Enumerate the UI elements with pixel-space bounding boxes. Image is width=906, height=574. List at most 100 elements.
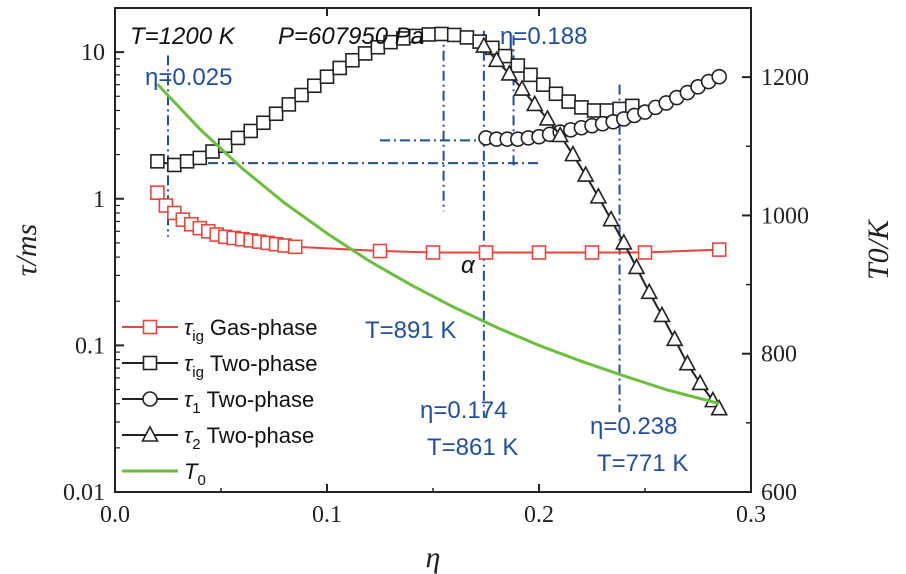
data-point [281, 97, 297, 112]
data-point [478, 245, 494, 260]
data-point [487, 50, 506, 68]
y-right-axis-title: T0/K [862, 218, 895, 280]
data-point [710, 398, 729, 416]
x-tick-label: 0.0 [100, 502, 130, 528]
legend-item: τig Two-phase [122, 351, 318, 381]
y-left-axis-title: τ/ms [10, 224, 43, 276]
data-point [678, 354, 697, 371]
series-0 [150, 185, 727, 260]
data-point [150, 154, 165, 169]
data-point [535, 77, 551, 92]
annotation-temp-771: T=771 K [597, 450, 688, 477]
data-point [561, 94, 576, 109]
data-point [332, 60, 348, 76]
annotation-eta-0238: η=0.238 [590, 413, 677, 440]
data-point [711, 68, 728, 85]
data-point [421, 27, 437, 42]
data-point [691, 373, 709, 391]
legend-label: τ1 Two-phase [184, 387, 314, 417]
data-point [150, 185, 165, 200]
y-right-tick-label: 1000 [761, 203, 809, 229]
y-right-tick-label: 800 [761, 342, 797, 368]
data-point [446, 27, 462, 43]
series-2 [478, 68, 728, 147]
data-point [602, 209, 620, 227]
data-point [551, 125, 570, 143]
data-point [584, 245, 600, 260]
data-point [475, 36, 493, 53]
legend-marker [142, 391, 158, 407]
annotations: η=0.025 η=0.188 η=0.174 T=861 K η=0.238 … [145, 23, 688, 477]
axis-ticks: 0.0 0.1 0.2 0.3 0.01 0.1 1 10 600 800 1000 1200 [63, 7, 809, 528]
legend-marker [141, 425, 159, 442]
y-left-tick-label: 0.1 [75, 333, 105, 359]
data-point [256, 115, 271, 131]
data-point [243, 123, 258, 139]
data-point [538, 109, 557, 126]
data-point [179, 154, 195, 169]
y-left-tick-label: 10 [81, 40, 105, 66]
legend-marker [142, 355, 158, 371]
annotation-eta-0188: η=0.188 [500, 23, 587, 50]
data-point [525, 94, 544, 112]
y-right-tick-label: 1200 [761, 65, 809, 91]
legend-label: T0 [184, 459, 206, 489]
legend-item: τig Gas-phase [122, 315, 318, 345]
legend-item: T0 [122, 459, 206, 489]
data-point [586, 103, 602, 118]
data-point [192, 150, 208, 166]
y-left-tick-label: 1 [93, 187, 105, 213]
data-point [637, 245, 653, 260]
annotation-temp-891: T=891 K [365, 317, 456, 344]
annotation-alpha: α [461, 252, 476, 279]
data-point [531, 245, 547, 260]
data-point [614, 233, 633, 250]
x-axis-title: η [426, 541, 441, 574]
legend-label: τig Gas-phase [184, 315, 318, 345]
legend-label: τ2 Two-phase [184, 423, 314, 453]
legend-item: τ1 Two-phase [122, 387, 314, 417]
data-point [513, 79, 531, 96]
annotation-eta-0174: η=0.174 [420, 397, 507, 424]
data-point [167, 157, 182, 173]
data-point [510, 58, 526, 73]
data-point [523, 67, 538, 83]
data-point [589, 187, 608, 204]
legend-marker [142, 319, 158, 335]
data-point [372, 243, 388, 259]
data-point [425, 245, 441, 260]
data-point [306, 78, 322, 94]
data-point [653, 305, 671, 323]
series-layer [150, 26, 729, 416]
data-point [564, 144, 582, 162]
data-point [576, 165, 595, 182]
data-point [627, 257, 646, 275]
data-point [319, 69, 335, 84]
annotation-eta-0025: η=0.025 [145, 64, 232, 91]
chart-title-P: P=607950 Pa [278, 23, 424, 50]
x-tick-label: 0.2 [524, 502, 554, 528]
x-tick-label: 0.3 [736, 502, 766, 528]
data-point [294, 87, 309, 103]
data-point [711, 242, 727, 257]
series-4 [156, 83, 720, 405]
legend: τig Gas-phase τig Two-phase τ1 Two-phase τ2 Two… [122, 315, 318, 489]
series-1 [150, 26, 640, 173]
chart-title-T: T=1200 K [130, 23, 236, 50]
data-point [230, 130, 246, 146]
legend-item: τ2 Two-phase [122, 423, 314, 453]
data-point [268, 106, 284, 122]
data-point [434, 26, 449, 42]
data-point [548, 86, 564, 102]
series-line [156, 83, 720, 405]
data-point [345, 52, 360, 68]
data-point [574, 100, 589, 115]
y-right-tick-label: 600 [761, 480, 797, 506]
x-tick-label: 0.1 [312, 502, 342, 528]
data-point [500, 64, 519, 81]
y-left-tick-label: 0.01 [63, 480, 105, 506]
data-point [665, 329, 684, 347]
data-point [640, 282, 659, 300]
